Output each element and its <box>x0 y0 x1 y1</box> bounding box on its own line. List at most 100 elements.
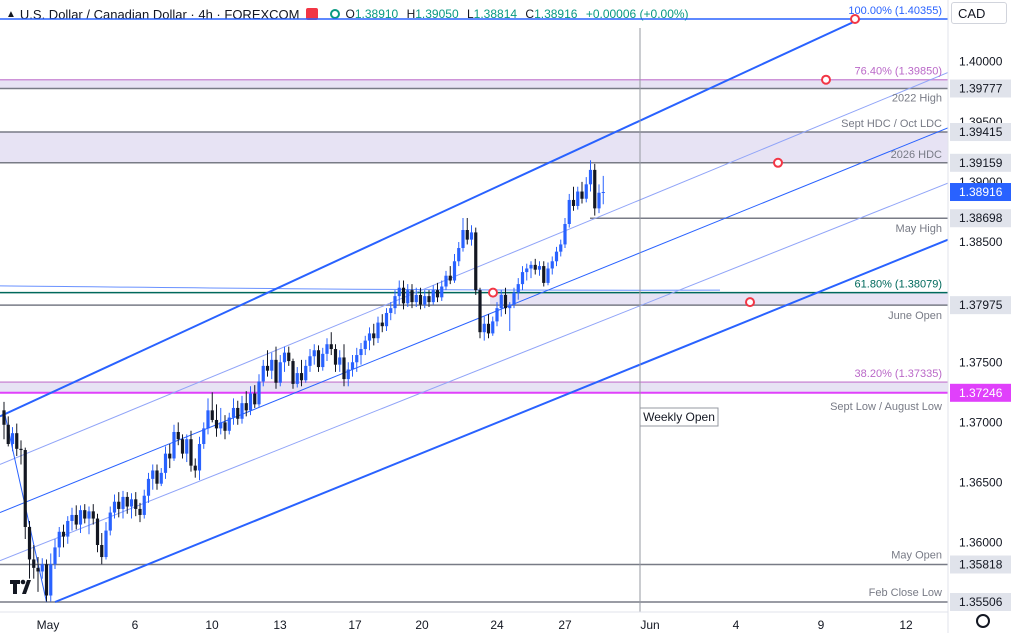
symbol-title[interactable]: U.S. Dollar / Canadian Dollar · 4h · FOR… <box>19 6 300 22</box>
candle-body <box>380 322 384 327</box>
candle-body <box>567 199 571 224</box>
x-tick-label: 10 <box>205 618 219 632</box>
candle-body <box>508 304 512 309</box>
candle-body <box>427 296 431 303</box>
channel-lower-line <box>54 238 948 603</box>
candle-body <box>151 470 155 479</box>
candle-body <box>231 407 236 418</box>
price-label-bg <box>950 209 1011 228</box>
candle-body <box>32 559 36 568</box>
ohlc-readout: O1.38910 H1.39050 L1.38814 C1.38916 +0.0… <box>345 7 689 21</box>
candle-body <box>23 450 27 527</box>
candle-body <box>10 433 15 445</box>
candle-body <box>74 514 78 525</box>
candle-body <box>410 290 414 303</box>
candle-body <box>40 564 44 572</box>
candle-body <box>121 496 125 509</box>
candle-body <box>155 470 159 484</box>
candle-body <box>529 264 533 269</box>
price-label: 1.39777 <box>959 81 1003 95</box>
level-annotation: 38.20% (1.37335) <box>855 368 942 380</box>
price-label-bg <box>950 593 1011 611</box>
level-annotation: 76.40% (1.39850) <box>855 66 942 78</box>
level-annotation: Sept Low / August Low <box>830 401 942 413</box>
candle-body <box>525 268 529 273</box>
candle-body <box>19 448 23 451</box>
candle-body <box>278 362 282 383</box>
candle-body <box>168 453 172 459</box>
market-status-icon <box>329 9 340 19</box>
weekly-open-label: Weekly Open <box>639 407 719 427</box>
candle-body <box>206 410 210 429</box>
candle-body <box>329 344 333 350</box>
x-tick-label: 12 <box>899 618 913 632</box>
candle-body <box>355 355 359 363</box>
level-annotation: June Open <box>888 310 942 322</box>
chart-settings-icon[interactable] <box>976 614 990 628</box>
level-annotation: 100.00% (1.40355) <box>848 5 942 17</box>
y-tick-label: 1.37000 <box>959 415 1003 429</box>
candle-body <box>176 431 180 440</box>
plot-area <box>0 14 948 612</box>
time-axis: May 6 10 13 17 20 24 27 Jun 4 9 12 <box>0 611 948 632</box>
support-zone <box>490 292 948 306</box>
candle-body <box>457 248 461 262</box>
candle-body <box>129 499 134 507</box>
candle-body <box>576 191 580 206</box>
price-label-bg <box>950 123 1011 142</box>
fib-marker <box>488 287 498 298</box>
candle-body <box>61 531 66 537</box>
candle-body <box>533 264 537 270</box>
fib-marker <box>821 74 831 85</box>
candle-body <box>138 508 142 515</box>
candle-body <box>414 294 418 303</box>
candle-body <box>350 362 355 370</box>
symbol-header: ▲ U.S. Dollar / Canadian Dollar · 4h · F… <box>0 4 689 24</box>
candle-body <box>440 286 444 298</box>
chevron-up-icon[interactable]: ▲ <box>6 8 16 20</box>
candle-body <box>210 410 214 420</box>
candle-body <box>338 357 342 365</box>
candle-body <box>244 403 248 411</box>
candle-body <box>376 322 380 339</box>
price-label: 1.35818 <box>959 557 1003 571</box>
price-label-bg <box>950 153 1011 172</box>
x-tick-label: 17 <box>348 618 362 632</box>
channel-quarter-line <box>0 72 948 465</box>
candle-body <box>27 526 32 560</box>
y-tick-label: 1.36500 <box>959 475 1003 489</box>
candle-body <box>499 294 503 309</box>
candle-body <box>108 512 112 531</box>
candle-body <box>36 567 40 572</box>
candle-body <box>270 359 274 371</box>
candle-body <box>163 453 168 473</box>
candle-body <box>316 350 321 368</box>
candle-body <box>389 308 393 313</box>
flag-icon[interactable] <box>305 8 318 20</box>
candle-body <box>6 424 10 445</box>
candle-body <box>346 369 350 380</box>
candle-body <box>261 365 265 382</box>
fib-marker <box>773 157 783 168</box>
price-label-bg <box>950 79 1011 98</box>
candle-body <box>372 333 376 339</box>
candle-body <box>253 393 257 405</box>
candle-body <box>104 530 108 558</box>
candle-body <box>53 547 57 565</box>
channel-quarter-line <box>0 182 948 562</box>
candle-body <box>571 199 576 206</box>
level-annotation: 2022 High <box>892 92 942 104</box>
y-tick-label: 1.38500 <box>959 235 1003 249</box>
price-label: 1.38698 <box>959 211 1003 225</box>
y-tick-label: 1.37500 <box>959 355 1003 369</box>
candle-body <box>418 294 423 305</box>
candle-body <box>95 518 100 546</box>
candle-body <box>431 290 435 303</box>
x-tick-label: 24 <box>490 618 504 632</box>
candle-body <box>550 261 554 269</box>
candle-body <box>223 422 227 431</box>
x-tick-label: 4 <box>733 618 740 632</box>
currency-selector[interactable]: CAD <box>951 2 1007 24</box>
candle-body <box>2 410 6 425</box>
